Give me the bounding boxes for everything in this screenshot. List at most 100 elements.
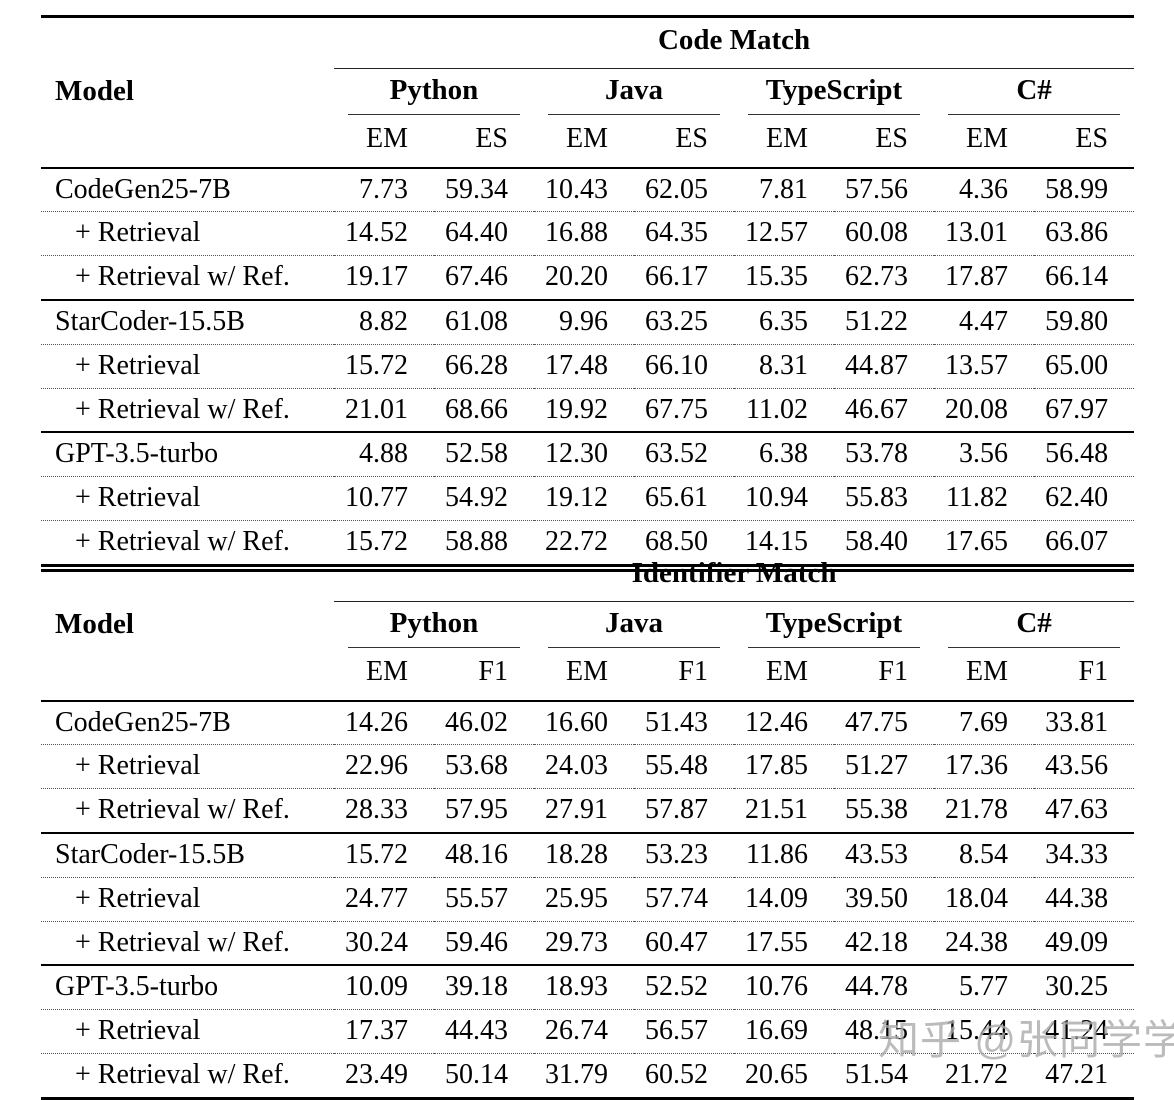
value-cell: 51.22	[834, 298, 934, 345]
value-cell: 42.18	[834, 920, 934, 966]
value-cell: 47.75	[845, 706, 908, 738]
value-cell: 4.36	[959, 173, 1008, 205]
code-match-table: Model Code Match Python Java TypeScript C# EM E…	[41, 15, 1135, 572]
value-cell: 49.09	[1034, 920, 1135, 966]
value-cell: 60.08	[834, 211, 934, 256]
value-cell: 18.28	[534, 831, 634, 878]
table-row: StarCoder-15.5B 15.72 48.16 18.28 53.23 11.86…	[41, 831, 1135, 878]
value-cell: 3.56	[934, 431, 1034, 477]
model-cell: StarCoder-15.5B	[41, 298, 334, 345]
value-cell: 68.66	[434, 387, 534, 433]
table-row: GPT-3.5-turbo 4.88 52.58 12.30 63.52 6.38 53.7…	[41, 431, 1135, 477]
value-cell: 17.87	[934, 255, 1034, 300]
model-column-header: Model	[41, 551, 334, 702]
value-cell: 21.78	[934, 788, 1034, 833]
cmidrule	[348, 113, 520, 115]
value-cell: 15.72	[334, 343, 434, 389]
value-cell: 57.95	[434, 788, 534, 833]
value-cell: 28.33	[334, 788, 434, 833]
value-cell: 44.38	[1034, 876, 1135, 922]
value-cell: 62.05	[645, 173, 708, 205]
model-cell: + Retrieval w/ Ref.	[41, 788, 334, 833]
value-cell: 5.77	[934, 964, 1034, 1010]
table-row: + Retrieval 17.37 44.43 26.74 56.57 16.69 48.1…	[41, 1009, 1135, 1054]
value-cell: 67.97	[1034, 387, 1135, 433]
table-row: StarCoder-15.5B 8.82 61.08 9.96 63.25 6.35 51.…	[41, 298, 1135, 345]
metric-column-header: EM	[734, 647, 834, 702]
value-cell: 66.14	[1034, 255, 1135, 300]
model-cell: + Retrieval w/ Ref.	[41, 387, 334, 433]
value-cell: 7.73	[359, 173, 408, 205]
value-cell: 55.57	[434, 876, 534, 922]
value-cell: 57.74	[634, 876, 734, 922]
table-row: + Retrieval 14.52 64.40 16.88 64.35 12.57 60.0…	[41, 211, 1135, 256]
value-cell: 21.01	[334, 387, 434, 433]
metric-column-header: F1	[834, 647, 934, 702]
value-cell: 21.72	[934, 1052, 1034, 1099]
value-cell: 29.73	[534, 920, 634, 966]
value-cell: 52.58	[434, 431, 534, 477]
cmidrule	[748, 646, 920, 648]
value-cell: 63.25	[634, 298, 734, 345]
language-group-header: Python	[334, 601, 534, 648]
value-cell: 66.28	[434, 343, 534, 389]
value-cell: 8.82	[334, 298, 434, 345]
value-cell: 10.76	[734, 964, 834, 1010]
value-cell: 24.77	[334, 876, 434, 922]
cmidrule	[548, 646, 720, 648]
model-cell: CodeGen25-7B	[55, 706, 231, 738]
value-cell: 57.56	[845, 173, 908, 205]
model-cell: + Retrieval	[41, 211, 334, 256]
value-cell: 25.95	[534, 876, 634, 922]
value-cell: 17.37	[334, 1009, 434, 1054]
model-cell: + Retrieval	[41, 744, 334, 789]
cmidrule	[948, 646, 1121, 648]
metric-column-header: EM	[734, 114, 834, 169]
cmidrule	[548, 113, 720, 115]
value-cell: 22.96	[334, 744, 434, 789]
model-column-header: Model	[41, 16, 334, 169]
value-cell: 57.87	[634, 788, 734, 833]
value-cell: 59.34	[445, 173, 508, 205]
value-cell: 55.83	[834, 476, 934, 521]
value-cell: 63.86	[1034, 211, 1135, 256]
language-label: TypeScript	[765, 606, 903, 639]
value-cell: 17.36	[934, 744, 1034, 789]
identifier-match-table-wrap: Model Identifier Match Python Java TypeScrip…	[41, 551, 1135, 1100]
model-cell: GPT-3.5-turbo	[41, 431, 334, 477]
metric-column-header: ES	[434, 114, 534, 169]
metric-column-header: F1	[434, 647, 534, 702]
value-cell: 58.99	[1045, 173, 1109, 205]
metric-column-header: EM	[934, 114, 1034, 169]
value-cell: 6.35	[734, 298, 834, 345]
value-cell: 66.17	[634, 255, 734, 300]
cmidrule	[748, 113, 920, 115]
value-cell: 6.38	[734, 431, 834, 477]
value-cell: 18.93	[534, 964, 634, 1010]
value-cell: 47.21	[1034, 1052, 1135, 1099]
language-group-header: TypeScript	[734, 68, 934, 115]
metric-column-header: EM	[934, 647, 1034, 702]
value-cell: 50.14	[434, 1052, 534, 1099]
value-cell: 59.46	[434, 920, 534, 966]
value-cell: 56.48	[1034, 431, 1135, 477]
value-cell: 15.35	[734, 255, 834, 300]
value-cell: 14.09	[734, 876, 834, 922]
value-cell: 16.88	[534, 211, 634, 256]
value-cell: 47.63	[1034, 788, 1135, 833]
table-row: + Retrieval 10.77 54.92 19.12 65.61 10.94 55.8…	[41, 476, 1135, 521]
value-cell: 16.69	[734, 1009, 834, 1054]
section-title: Identifier Match	[334, 551, 1135, 602]
value-cell: 20.08	[934, 387, 1034, 433]
value-cell: 61.08	[434, 298, 534, 345]
value-cell: 55.48	[634, 744, 734, 789]
value-cell: 17.85	[734, 744, 834, 789]
value-cell: 53.68	[434, 744, 534, 789]
value-cell: 15.44	[934, 1009, 1034, 1054]
value-cell: 48.15	[834, 1009, 934, 1054]
language-label: Java	[605, 606, 663, 639]
value-cell: 33.81	[1045, 706, 1109, 738]
value-cell: 16.60	[545, 706, 608, 738]
value-cell: 15.72	[334, 831, 434, 878]
paper-page: Model Code Match Python Java TypeScript C# EM E…	[41, 15, 1174, 1100]
